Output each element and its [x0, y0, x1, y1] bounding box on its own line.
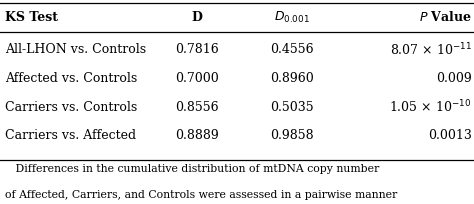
Text: Carriers vs. Affected: Carriers vs. Affected [5, 129, 136, 142]
Text: 0.7000: 0.7000 [175, 72, 219, 85]
Text: Affected vs. Controls: Affected vs. Controls [5, 72, 137, 85]
Text: 0.7816: 0.7816 [175, 43, 219, 57]
Text: 0.0013: 0.0013 [428, 129, 472, 142]
Text: 0.8889: 0.8889 [175, 129, 219, 142]
Text: 0.9858: 0.9858 [270, 129, 313, 142]
Text: 1.05 × 10$^{-10}$: 1.05 × 10$^{-10}$ [390, 99, 472, 115]
Text: $D_{0.001}$: $D_{0.001}$ [273, 10, 310, 25]
Text: Carriers vs. Controls: Carriers vs. Controls [5, 101, 137, 114]
Text: $\mathit{P}$ Value: $\mathit{P}$ Value [419, 10, 472, 24]
Text: D: D [191, 11, 202, 24]
Text: of Affected, Carriers, and Controls were assessed in a pairwise manner: of Affected, Carriers, and Controls were… [5, 190, 397, 200]
Text: Differences in the cumulative distribution of mtDNA copy number: Differences in the cumulative distributi… [5, 164, 379, 174]
Text: 0.009: 0.009 [436, 72, 472, 85]
Text: 0.8960: 0.8960 [270, 72, 313, 85]
Text: 0.4556: 0.4556 [270, 43, 313, 57]
Text: 0.5035: 0.5035 [270, 101, 313, 114]
Text: KS Test: KS Test [5, 11, 58, 24]
Text: All-LHON vs. Controls: All-LHON vs. Controls [5, 43, 146, 57]
Text: 8.07 × 10$^{-11}$: 8.07 × 10$^{-11}$ [390, 42, 472, 58]
Text: 0.8556: 0.8556 [175, 101, 219, 114]
